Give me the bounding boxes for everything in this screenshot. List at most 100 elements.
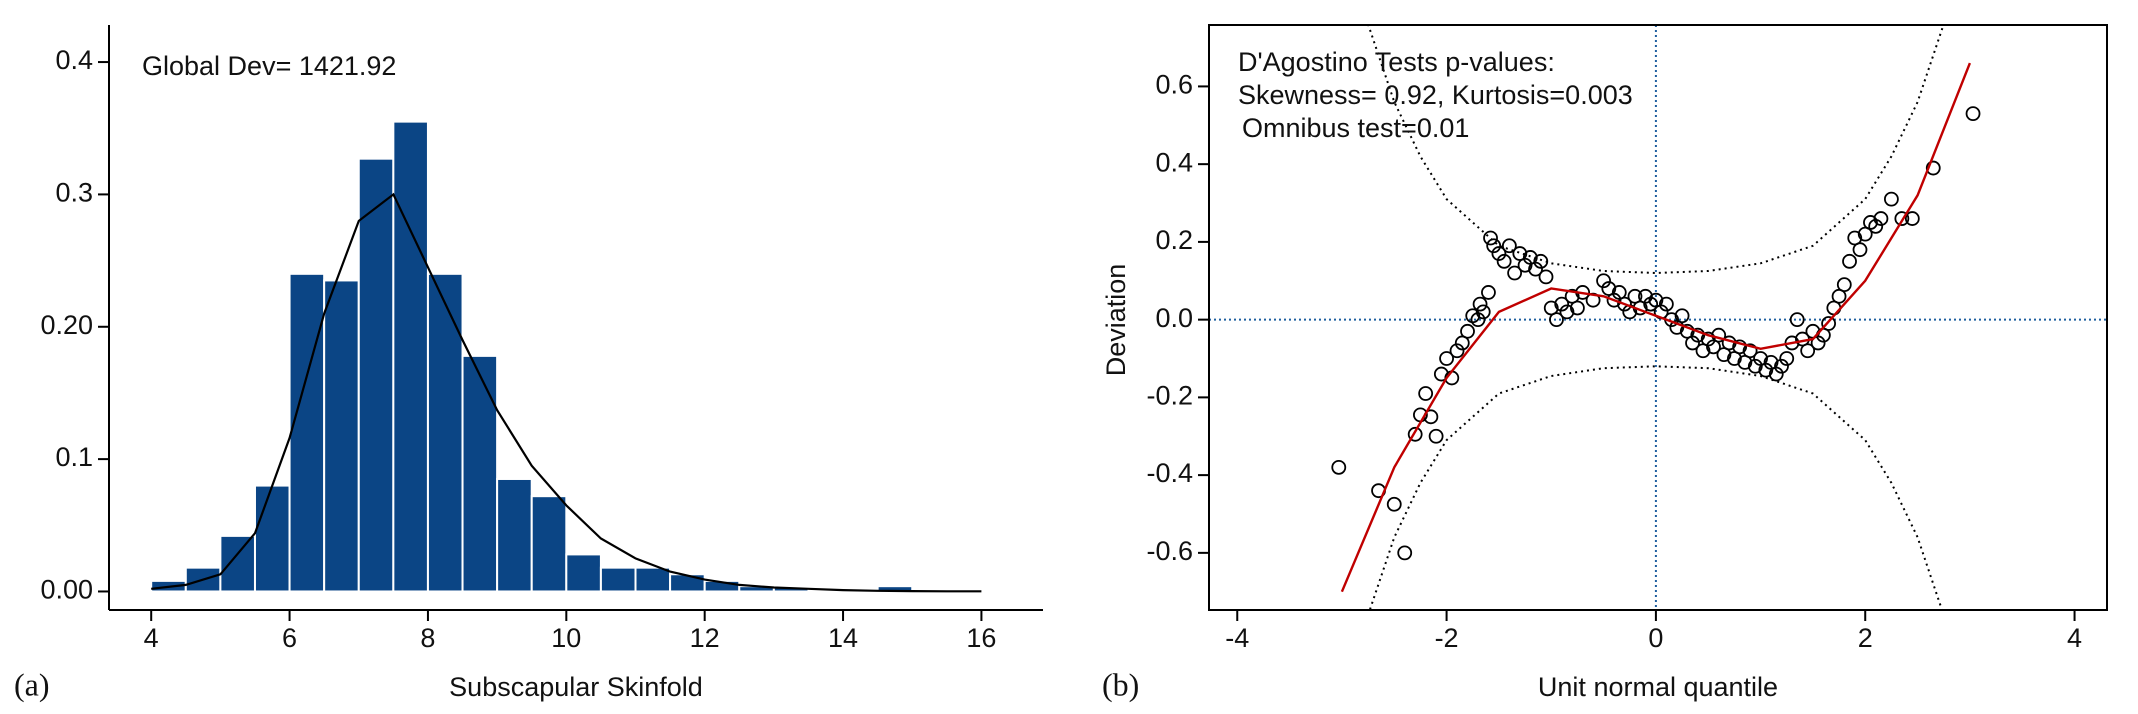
point [1517, 257, 1533, 273]
bar [253, 484, 291, 593]
point [1965, 106, 1981, 122]
point [1570, 300, 1585, 316]
x-tick-label: 6 [282, 623, 297, 653]
point [1449, 343, 1465, 359]
x-tick-label: 14 [828, 623, 858, 653]
point [1386, 496, 1402, 512]
point [1483, 230, 1498, 246]
fitted-curve [1340, 62, 1972, 593]
point [1407, 426, 1423, 442]
point [1810, 335, 1826, 351]
y-tick-label: 0.6 [1155, 70, 1193, 100]
bar [599, 566, 637, 593]
panel-label: (b) [1102, 666, 1139, 702]
point [1428, 428, 1444, 444]
annotation: Skewness= 0.92, Kurtosis=0.003 [1238, 80, 1633, 110]
x-tick-label: 0 [1648, 623, 1663, 653]
x-tick-label: 12 [690, 623, 720, 653]
y-tick-label: 0.4 [55, 45, 93, 75]
bar [669, 573, 706, 593]
x-tick-label: 4 [2067, 623, 2082, 653]
point [1742, 343, 1758, 359]
bar [461, 354, 499, 593]
y-tick-label: -0.4 [1146, 458, 1193, 488]
point [1758, 362, 1774, 378]
point [1904, 211, 1920, 226]
point [1779, 351, 1795, 366]
point [1747, 358, 1763, 374]
point [1538, 269, 1554, 285]
point [1617, 296, 1632, 312]
point [1491, 246, 1507, 261]
point [1842, 253, 1857, 269]
x-tick-label: 8 [420, 623, 435, 653]
bar [288, 272, 326, 593]
point [1836, 277, 1852, 293]
point [1496, 253, 1512, 269]
point [1638, 288, 1653, 304]
point [1472, 296, 1488, 312]
bar [496, 477, 533, 593]
point [1554, 296, 1570, 312]
bar [426, 272, 464, 593]
density-curve [151, 192, 982, 593]
bar [392, 120, 429, 593]
x-axis-label: Unit normal quantile [1538, 672, 1778, 702]
point [1732, 339, 1748, 355]
point [1774, 358, 1789, 374]
point [1433, 366, 1449, 382]
point [1418, 386, 1434, 401]
point [1700, 331, 1716, 347]
plot-frame [1208, 24, 2108, 611]
point [1549, 312, 1564, 328]
point [1868, 218, 1884, 234]
point [1658, 296, 1674, 312]
point [1501, 238, 1517, 254]
point [1606, 292, 1622, 308]
bar [565, 553, 602, 593]
point [1460, 323, 1475, 339]
x-tick-label: 4 [144, 623, 159, 653]
bar [219, 534, 256, 593]
point [1439, 351, 1454, 366]
point [1475, 304, 1491, 320]
y-axis-label: Deviation [1101, 264, 1131, 377]
y-tick-label: 0.3 [55, 178, 93, 208]
point [1768, 366, 1784, 382]
point [1397, 545, 1413, 561]
x-tick-label: 16 [966, 623, 996, 653]
y-tick-label: 0.00 [40, 575, 93, 605]
point [1674, 308, 1690, 324]
bar [323, 279, 360, 593]
x-tick-label: 2 [1858, 623, 1873, 653]
point [1685, 335, 1700, 351]
bar [634, 566, 672, 593]
point [1507, 265, 1523, 281]
y-tick-label: 0.0 [1155, 303, 1193, 333]
point [1873, 211, 1889, 226]
point [1800, 343, 1816, 359]
y-tick-label: -0.2 [1146, 381, 1193, 411]
point [1852, 242, 1868, 258]
bar [530, 495, 568, 593]
annotation: Global Dev= 1421.92 [142, 51, 396, 81]
bar [357, 157, 395, 593]
point [1883, 191, 1899, 207]
point [1925, 160, 1941, 176]
point [1331, 459, 1347, 475]
x-axis-label: Subscapular Skinfold [449, 672, 703, 702]
point [1559, 304, 1575, 320]
y-tick-label: 0.4 [1155, 147, 1193, 177]
y-tick-label: 0.20 [40, 310, 93, 340]
x-tick-label: 10 [551, 623, 581, 653]
point [1596, 273, 1611, 289]
point [1470, 312, 1486, 328]
point [1486, 238, 1502, 254]
y-tick-label: 0.1 [55, 442, 93, 472]
plot-area [1209, 25, 2107, 610]
point [1690, 327, 1706, 343]
y-tick-label: 0.2 [1155, 225, 1193, 255]
panel-label: (a) [14, 666, 50, 702]
y-tick-label: -0.6 [1146, 536, 1193, 566]
